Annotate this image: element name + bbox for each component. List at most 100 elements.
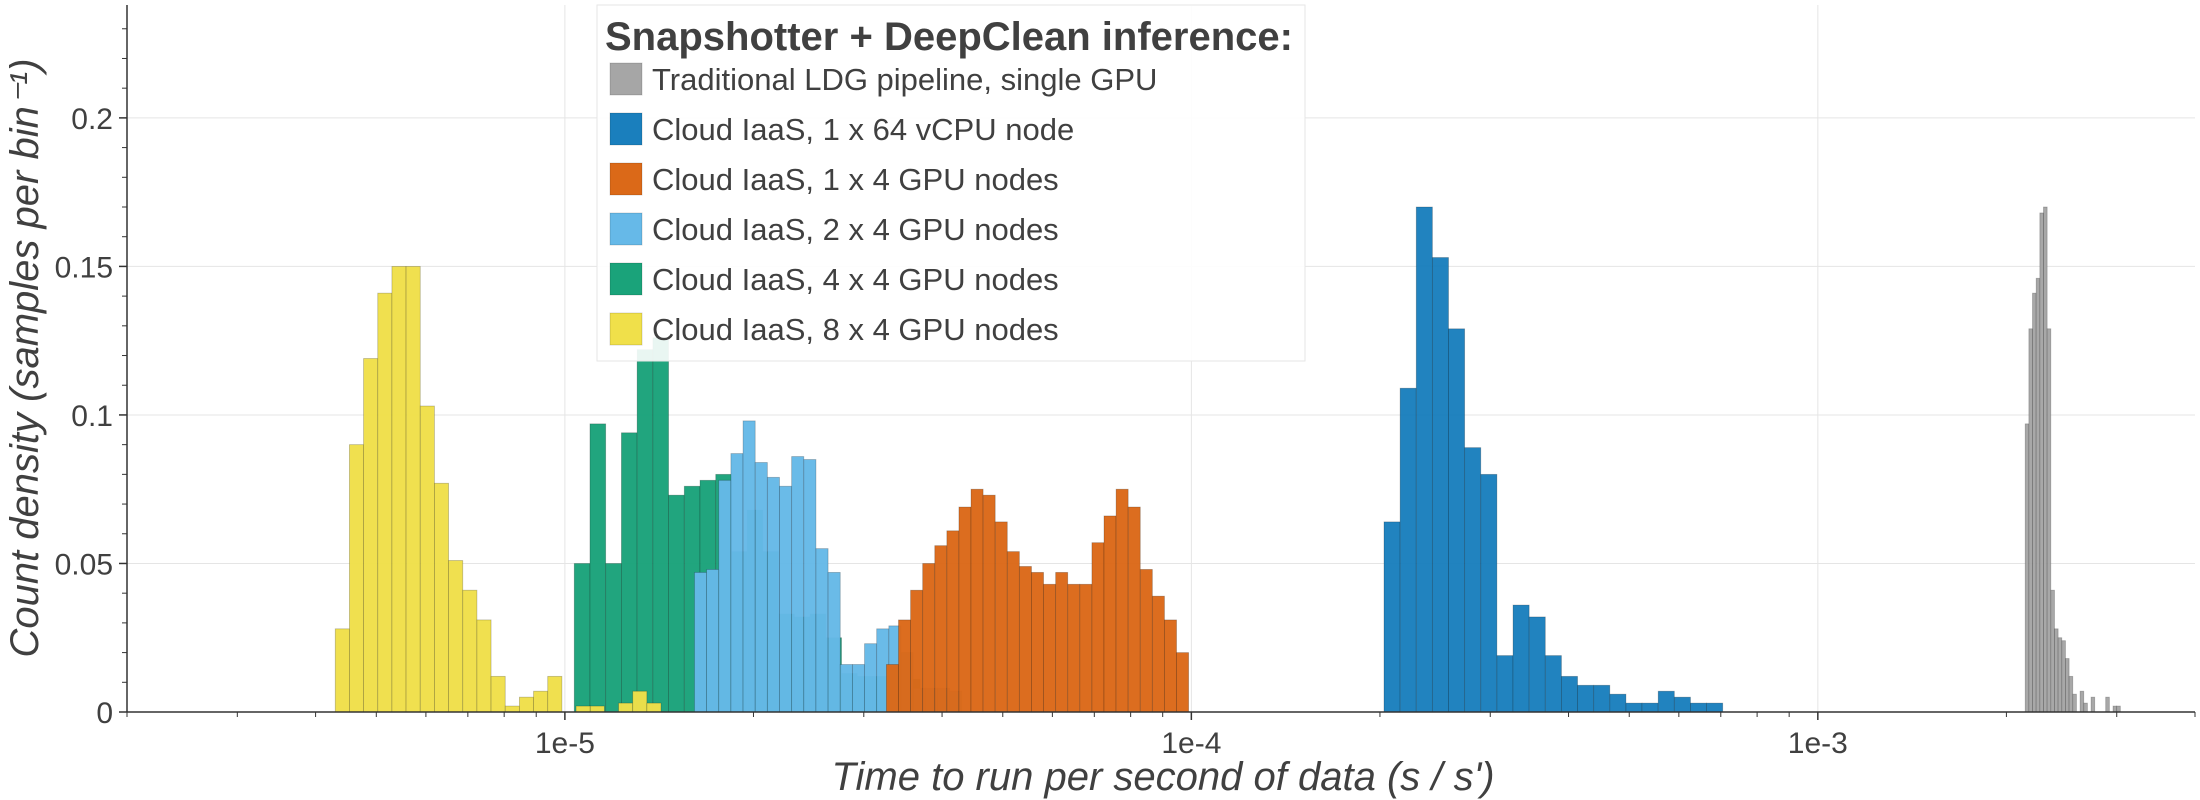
histogram-bar [1706,702,1724,713]
histogram-bar [605,563,622,713]
histogram-bar [1561,675,1578,713]
histogram-bar [1115,488,1129,713]
histogram-bar [1055,571,1069,713]
histogram-bar [1164,619,1177,713]
legend-swatch [609,312,643,346]
histogram-bar [718,479,732,713]
histogram-bar [575,705,591,713]
histogram-bar [434,482,449,713]
histogram-bar [2116,705,2121,713]
histogram-bar [2046,328,2052,713]
histogram-bar [730,453,744,713]
histogram-bar [2072,693,2077,713]
series-3-bars [1383,206,1724,713]
histogram-bar [1609,693,1627,713]
histogram-bar [2057,637,2063,713]
histogram-bar [1448,328,1466,713]
series-2-bars [886,488,1190,713]
histogram-bar [349,444,364,713]
histogram-bar [1415,206,1433,713]
histogram-bar [922,563,936,713]
axes [126,5,2195,713]
legend-swatch [609,262,643,296]
histogram-bar [618,702,634,713]
histogram-bar [839,664,853,713]
histogram-bar [2043,206,2048,713]
histogram-bar [589,423,607,713]
histogram-bar [589,705,605,713]
histogram-bar [547,675,563,713]
histogram-bar [646,702,662,713]
x-axis-title: Time to run per second of data (s / s') [831,755,1494,799]
histogram-bar [1091,542,1105,713]
x-tick-label: 1e-5 [535,727,595,760]
y-tick-label: 0.15 [55,251,113,284]
histogram-bar [419,405,435,713]
histogram-bar [1103,515,1117,713]
histogram-bar [1079,583,1093,713]
histogram-bar [1399,387,1417,713]
histogram-bar [2054,628,2059,713]
histogram-bar [1641,702,1659,713]
histogram-bar [1043,583,1057,713]
histogram-bar [910,589,924,713]
histogram-bar [864,643,878,713]
histogram-bar [1139,569,1153,713]
x-tick-label: 1e-3 [1788,727,1848,760]
histogram-bar [2024,423,2030,713]
histogram-bar [1657,690,1675,713]
histogram-bar [1577,684,1595,713]
histogram-bar [1690,702,1707,713]
histogram-bar [2039,212,2044,713]
y-tick-label: 0 [96,697,113,730]
histogram-bar [668,494,685,713]
legend-swatch [609,162,643,196]
x-tick-label: 1e-4 [1161,727,1221,760]
histogram-bar [621,432,638,713]
histogram-bar [2090,696,2096,713]
histogram-bar [1673,696,1691,713]
histogram-bar [363,358,379,713]
histogram-bar [694,571,708,713]
histogram-bar [946,530,960,713]
legend-swatch [609,212,643,246]
histogram-bar [2068,675,2074,713]
histogram-bar [1464,447,1482,713]
histogram-bar [462,589,478,713]
legend-box [596,4,1306,362]
histogram-bar [1431,257,1449,713]
histogram-bar [1544,655,1562,713]
legend-swatch [609,62,643,96]
histogram-bar [2028,328,2033,713]
histogram-bar [970,488,984,713]
histogram-bar [2079,690,2085,713]
histogram-bar [476,619,492,713]
histogram-bar [632,690,648,713]
histogram-bar [766,476,780,713]
histogram-bar [803,459,817,713]
histogram-bar [1528,616,1546,713]
histogram-bar [2083,702,2088,713]
x-axis-ticks: 1e-5 1e-4 1e-3 [126,712,2196,760]
legend-label: Cloud IaaS, 4 x 4 GPU nodes [652,262,1059,297]
histogram-bar [1127,506,1141,713]
histogram-bar [2035,277,2041,713]
histogram-bar [815,548,829,713]
histogram-bar [1031,571,1044,713]
y-tick-label: 0.1 [71,400,113,433]
histogram-bar [1593,684,1611,713]
histogram-bar [754,462,768,713]
legend-label: Cloud IaaS, 8 x 4 GPU nodes [652,312,1059,347]
histogram-bar [518,696,534,713]
histogram-bar [2032,292,2037,713]
legend-label: Cloud IaaS, 1 x 64 vCPU node [652,112,1074,147]
histogram-bar [636,349,654,713]
histogram-bar [1018,566,1032,713]
histogram-bar [391,266,407,713]
histogram-bar [448,560,464,713]
series-5-bars [2024,206,2121,713]
histogram-bar [1067,583,1081,713]
histogram-bar [377,292,393,713]
histogram-bar [1151,595,1165,713]
